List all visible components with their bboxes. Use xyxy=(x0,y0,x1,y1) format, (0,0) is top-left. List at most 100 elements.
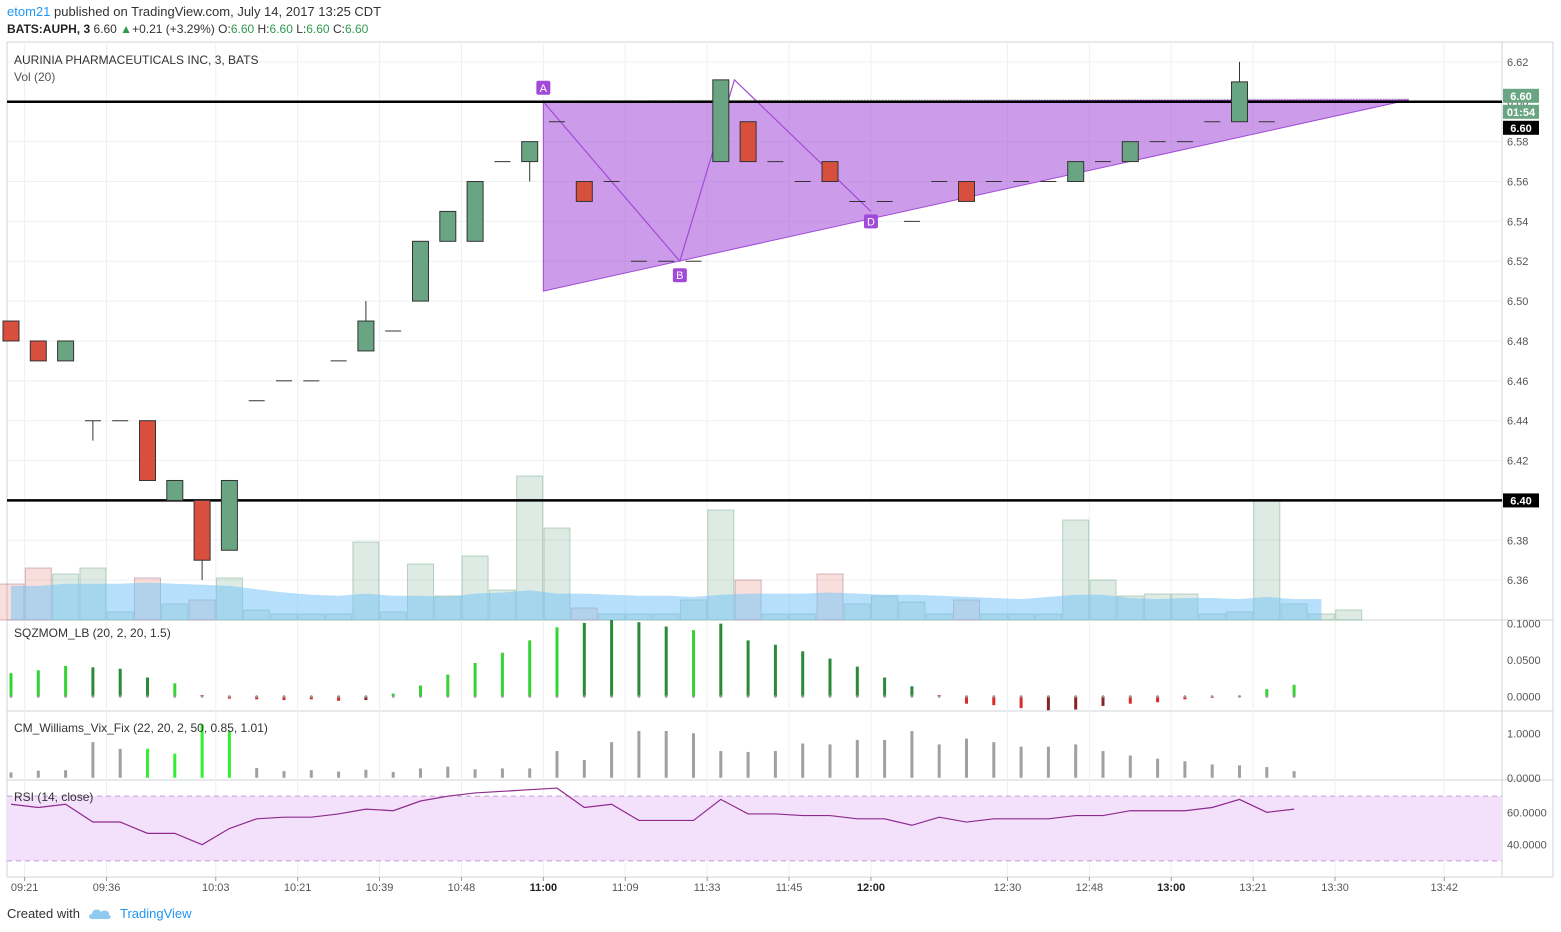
sqzmom-dot xyxy=(282,695,286,698)
vix-bar xyxy=(364,769,368,778)
sqzmom-bar xyxy=(828,658,832,697)
sqzmom-bar xyxy=(1265,689,1269,697)
sqzmom-bar xyxy=(36,670,40,697)
vix-bar xyxy=(965,738,968,778)
author-link[interactable]: etom21 xyxy=(7,4,51,19)
candle-body xyxy=(958,181,975,202)
candle xyxy=(1121,141,1139,163)
candle xyxy=(57,340,75,362)
time-tick-label: 11:00 xyxy=(530,882,558,894)
candle xyxy=(439,210,457,242)
candle-body xyxy=(357,320,375,352)
sqzmom-dot xyxy=(883,695,886,698)
time-tick-label: 09:36 xyxy=(93,882,121,894)
vix-bar xyxy=(855,739,859,778)
candle xyxy=(29,340,47,362)
rsi-line xyxy=(10,787,1295,846)
price-tick-label: 6.58 xyxy=(1507,137,1528,149)
up-arrow-icon: ▲ xyxy=(120,22,133,36)
sqzmom-bar xyxy=(91,667,95,697)
vix-bar xyxy=(1128,755,1132,778)
vix-bar xyxy=(582,759,586,778)
time-tick-label: 09:21 xyxy=(11,882,39,894)
sqzmom-bar xyxy=(1019,696,1023,709)
candle xyxy=(958,181,975,202)
sqzmom-dot xyxy=(910,695,914,698)
sqzmom-bar xyxy=(1074,696,1078,710)
pattern-point-label: D xyxy=(867,216,875,228)
footer: Created with TradingView xyxy=(7,906,192,921)
time-tick-label: 12:30 xyxy=(994,882,1022,894)
price-chart[interactable]: 6.62 6.60 6.58 6.56 6.54 6.52 6.50 6.48 6.46 6.44… xyxy=(0,0,1561,900)
time-tick-label: 10:39 xyxy=(366,882,394,894)
low-label: L: xyxy=(296,22,307,36)
vix-bar xyxy=(500,768,504,778)
close-value: 6.60 xyxy=(344,22,369,36)
volume-label: Vol (20) xyxy=(14,70,55,84)
candle xyxy=(1231,61,1248,123)
vix-bar xyxy=(773,751,777,778)
vix-bar xyxy=(1019,746,1023,778)
sqzmom-label: SQZMOM_LB (20, 2, 20, 1.5) xyxy=(14,626,171,640)
vix-bar xyxy=(719,751,723,778)
sqzmom-dot xyxy=(828,695,832,698)
vix-bar xyxy=(992,742,996,778)
time-tick-label: 12:00 xyxy=(857,882,885,894)
sqzmom-bar xyxy=(992,696,996,706)
sqzmom-bar xyxy=(500,652,504,697)
sqzmom-bar xyxy=(1101,696,1105,706)
candle-body xyxy=(1231,81,1248,123)
high-value: 6.60 xyxy=(269,22,293,36)
time-tick-label: 13:42 xyxy=(1430,882,1458,894)
sqzmom-bar xyxy=(446,674,450,697)
sqzmom-bar xyxy=(309,696,313,700)
vix-bar xyxy=(1238,765,1241,778)
sqzmom-bar xyxy=(146,677,149,697)
candle-body xyxy=(712,79,730,163)
price-tick-label: 6.54 xyxy=(1507,216,1528,228)
vix-bar xyxy=(1046,746,1050,778)
price-tick-label: 6.38 xyxy=(1507,535,1528,547)
vix-bar xyxy=(146,748,149,778)
candle xyxy=(466,181,484,242)
sqzmom-bar xyxy=(391,693,395,697)
candle xyxy=(521,141,539,182)
sqzmom-bar xyxy=(528,640,532,697)
price-tick-label: 6.52 xyxy=(1507,256,1528,268)
sqzmom-bar xyxy=(555,627,559,697)
sqzmom-dot xyxy=(992,695,996,698)
price-tick-label: 6.48 xyxy=(1507,336,1528,348)
sqzmom-dot xyxy=(1129,695,1132,698)
tradingview-logo-icon[interactable] xyxy=(88,907,112,921)
time-tick-label: 10:48 xyxy=(448,882,476,894)
sqzmom-dot xyxy=(719,695,723,698)
vix-bar xyxy=(255,767,259,778)
candle xyxy=(166,479,184,501)
pattern-label-badge xyxy=(672,268,687,283)
sqzmom-bar xyxy=(473,662,477,697)
price-tick-label: 6.42 xyxy=(1507,456,1528,468)
sqzmom-dot xyxy=(664,695,668,698)
price-tick-label: 6.44 xyxy=(1507,416,1528,428)
sqzmom-dot xyxy=(1019,695,1023,698)
sqzmom-dot xyxy=(856,695,859,698)
sqzmom-bar xyxy=(1156,696,1160,703)
vix-bar xyxy=(309,770,313,778)
price-badge-label: 6.40 xyxy=(1510,495,1531,507)
candle-body xyxy=(139,420,156,481)
vix-bar xyxy=(1292,771,1296,778)
sqzmom-dot xyxy=(965,695,968,698)
time-tick-label: 10:21 xyxy=(284,882,312,894)
sqzmom-dot xyxy=(937,695,941,698)
sqzmom-dot xyxy=(419,695,422,698)
tradingview-link[interactable]: TradingView xyxy=(119,906,192,921)
price-tick-label: 6.36 xyxy=(1507,575,1528,587)
vix-bar xyxy=(36,770,40,778)
vix-bar xyxy=(9,772,13,778)
candle xyxy=(575,181,593,202)
vix-label: CM_Williams_Vix_Fix (22, 20, 2, 50, 0.85… xyxy=(14,721,268,735)
sqzmom-dot xyxy=(37,695,40,698)
vix-bar xyxy=(282,771,286,778)
open-label: O: xyxy=(218,22,231,36)
vix-bar xyxy=(937,744,941,778)
